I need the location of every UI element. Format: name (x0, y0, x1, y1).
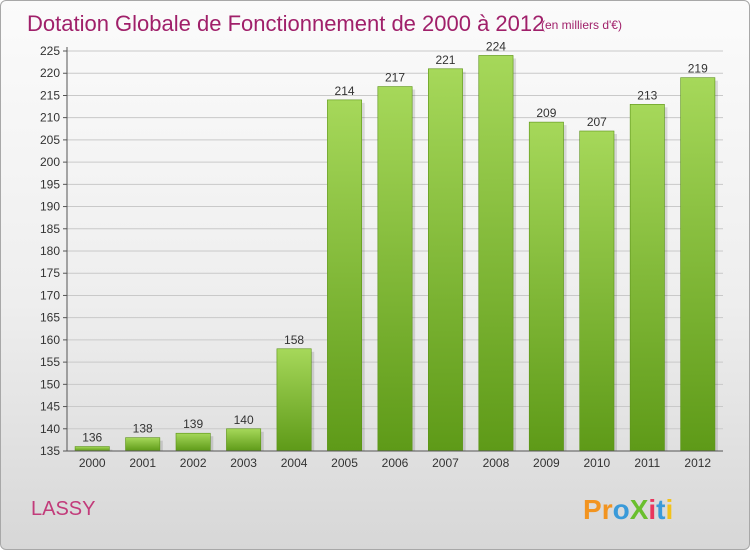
x-tick-label: 2005 (331, 456, 358, 470)
x-tick-label: 2009 (533, 456, 560, 470)
x-tick-label: 2000 (79, 456, 106, 470)
x-tick-label: 2012 (684, 456, 711, 470)
bar-2002 (175, 432, 211, 452)
x-tick-label: 2007 (432, 456, 459, 470)
y-tick-label: 135 (40, 444, 60, 458)
x-tick-label: 2001 (129, 456, 156, 470)
logo-letter: o (613, 494, 630, 525)
y-tick-label: 140 (40, 422, 60, 436)
commune-name: LASSY (31, 498, 95, 520)
chart-subtitle: (en milliers d'€) (541, 18, 622, 32)
bar-2012 (680, 77, 716, 452)
y-tick-label: 195 (40, 177, 60, 191)
bar-2004 (276, 348, 312, 452)
logo-letter: X (630, 494, 649, 525)
bar-value-label: 221 (435, 53, 455, 67)
bar-2009 (528, 121, 564, 452)
bar-2008 (478, 55, 514, 452)
x-axis: 2000 2001 2002 2003 2004 2005 2006 2007 2008 2009… (67, 450, 723, 470)
bar-value-label: 213 (637, 88, 657, 102)
bar-2000 (74, 446, 110, 452)
y-tick-label: 145 (40, 400, 60, 414)
bar-value-label: 214 (335, 84, 355, 98)
x-tick-label: 2006 (382, 456, 409, 470)
bar-2001 (125, 437, 161, 452)
bar-2005 (327, 99, 362, 452)
y-tick-label: 180 (40, 244, 60, 258)
y-tick-label: 150 (40, 377, 60, 391)
y-tick-label: 170 (40, 288, 60, 302)
y-tick-label: 165 (40, 311, 60, 325)
bar-value-label: 140 (234, 413, 254, 427)
x-tick-label: 2010 (583, 456, 610, 470)
logo-letter: i (666, 494, 674, 525)
y-tick-label: 190 (40, 200, 60, 214)
bar-value-label: 217 (385, 71, 405, 85)
x-tick-label: 2004 (281, 456, 308, 470)
bar-value-label: 207 (587, 115, 607, 129)
bar-value-label: 224 (486, 39, 506, 53)
y-tick-label: 205 (40, 133, 60, 147)
bar-value-label: 158 (284, 333, 304, 347)
x-tick-label: 2003 (230, 456, 257, 470)
bar-2010 (579, 130, 615, 452)
logo-letter: t (656, 494, 665, 525)
bar-2003 (226, 428, 262, 452)
x-tick-label: 2002 (180, 456, 207, 470)
y-tick-label: 185 (40, 222, 60, 236)
y-tick-label: 215 (40, 88, 60, 102)
y-tick-label: 210 (40, 111, 60, 125)
logo-letter: i (648, 494, 656, 525)
bar-2006 (377, 86, 413, 452)
bar-value-label: 138 (133, 422, 153, 436)
bar-2007 (428, 68, 463, 452)
y-axis: 135 140 145 150 155 160 165 170 175 180 185 190 195 2… (40, 44, 68, 458)
y-tick-label: 225 (40, 44, 60, 58)
x-tick-label: 2011 (634, 456, 660, 470)
y-tick-label: 155 (40, 355, 60, 369)
logo-letter: P (583, 494, 602, 525)
bar-value-label: 209 (536, 106, 556, 120)
proxiti-logo: ProXiti (583, 494, 673, 525)
logo-letter: r (602, 494, 613, 525)
y-tick-label: 160 (40, 333, 60, 347)
bar-value-label: 136 (82, 431, 102, 445)
y-tick-label: 220 (40, 66, 60, 80)
y-tick-label: 200 (40, 155, 60, 169)
chart-title: Dotation Globale de Fonctionnement de 20… (27, 11, 544, 36)
bar-2011 (629, 104, 665, 452)
bar-value-label: 139 (183, 417, 203, 431)
x-tick-label: 2008 (483, 456, 510, 470)
y-tick-label: 175 (40, 266, 60, 280)
bar-value-label: 219 (688, 62, 708, 76)
bars: 136 138 139 140 158 214 217 221 224 209 207 213 219 (74, 39, 718, 452)
